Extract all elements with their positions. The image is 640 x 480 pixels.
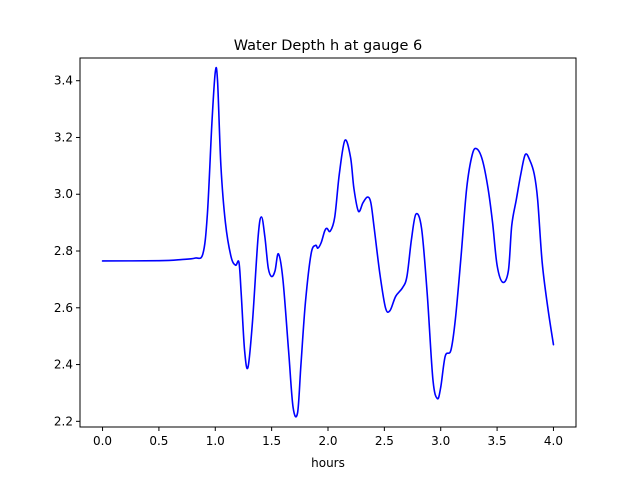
x-tick-label: 3.0 (431, 434, 450, 448)
x-tick-label: 2.5 (375, 434, 394, 448)
y-tick-label: 2.2 (54, 414, 73, 428)
x-tick-label: 1.0 (206, 434, 225, 448)
x-tick-label: 0.0 (93, 434, 112, 448)
x-axis-label: hours (311, 456, 345, 470)
x-tick-label: 3.5 (488, 434, 507, 448)
y-axis-ticks: 2.2 2.4 2.6 2.8 3.0 3.2 3.4 (54, 74, 80, 428)
x-tick-label: 4.0 (544, 434, 563, 448)
y-tick-label: 3.0 (54, 187, 73, 201)
x-tick-label: 0.5 (149, 434, 168, 448)
y-tick-label: 3.2 (54, 130, 73, 144)
x-axis-ticks: 0.0 0.5 1.0 1.5 2.0 2.5 3.0 3.5 4.0 (93, 427, 563, 448)
series-line-0 (101, 66, 555, 418)
x-tick-label: 1.5 (262, 434, 281, 448)
y-tick-label: 2.6 (54, 301, 73, 315)
y-tick-label: 2.8 (54, 244, 73, 258)
y-tick-label: 3.4 (54, 74, 73, 88)
y-tick-label: 2.4 (54, 358, 73, 372)
x-tick-label: 2.0 (318, 434, 337, 448)
chart-title: Water Depth h at gauge 6 (234, 38, 422, 54)
